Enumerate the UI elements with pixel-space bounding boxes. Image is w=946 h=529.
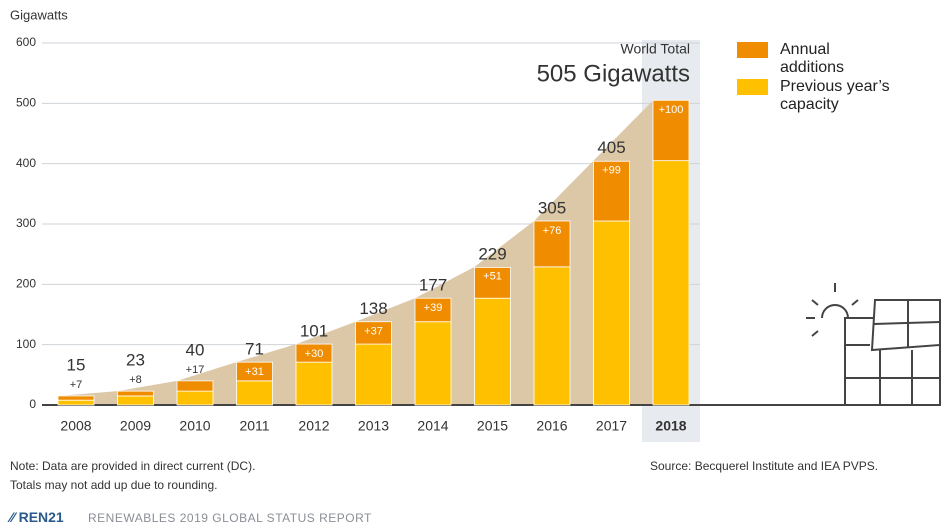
value-label: +99 bbox=[602, 165, 621, 177]
y-tick-label: 100 bbox=[16, 337, 36, 351]
value-label: +76 bbox=[543, 225, 562, 237]
value-label: +30 bbox=[305, 348, 324, 360]
x-tick-label: 2014 bbox=[417, 418, 448, 434]
bar-segment bbox=[295, 343, 333, 363]
bar-segment bbox=[593, 160, 630, 222]
bar-segment bbox=[57, 399, 95, 406]
bar-segment bbox=[414, 297, 452, 323]
bar-segment bbox=[176, 390, 214, 406]
value-label: +7 bbox=[70, 379, 83, 391]
annotation-value: 505 Gigawatts bbox=[537, 60, 690, 87]
total-label: 405 bbox=[597, 138, 625, 157]
y-tick-label: 200 bbox=[16, 277, 36, 291]
y-tick-label: 500 bbox=[16, 96, 36, 110]
total-label: 138 bbox=[359, 299, 387, 318]
value-label: +37 bbox=[364, 326, 383, 338]
x-tick-label: 2011 bbox=[239, 418, 269, 434]
y-tick-label: 600 bbox=[16, 35, 36, 49]
value-label: +8 bbox=[129, 374, 142, 386]
note: Note: Data are provided in direct curren… bbox=[10, 459, 256, 473]
total-label: 177 bbox=[419, 276, 447, 295]
annotation-title: World Total bbox=[620, 41, 690, 57]
x-tick-label: 2008 bbox=[60, 418, 91, 434]
value-label: +39 bbox=[424, 302, 443, 314]
y-tick-label: 400 bbox=[16, 156, 36, 170]
bar-segment bbox=[593, 220, 630, 406]
total-label: 71 bbox=[245, 340, 264, 359]
value-label: +31 bbox=[245, 366, 264, 378]
legend-label: Annual additions bbox=[780, 41, 845, 76]
total-label: 229 bbox=[478, 244, 506, 263]
bar-segment bbox=[533, 266, 571, 406]
y-tick-label: 0 bbox=[29, 397, 36, 411]
legend-label: Previous year’s capacity bbox=[780, 78, 890, 113]
trend-area bbox=[58, 100, 689, 406]
x-tick-label: 2010 bbox=[179, 418, 210, 434]
bar-segment bbox=[652, 99, 690, 162]
bar-segment bbox=[236, 380, 273, 406]
value-label: +17 bbox=[186, 364, 205, 376]
total-label: 40 bbox=[186, 340, 205, 359]
bar-segment bbox=[474, 267, 511, 299]
x-tick-label: 2015 bbox=[477, 418, 508, 434]
bar-segment bbox=[117, 390, 154, 397]
bar-segment bbox=[652, 160, 690, 406]
x-tick-label: 2016 bbox=[536, 418, 567, 434]
legend-swatch bbox=[737, 42, 768, 58]
x-tick-label: 2013 bbox=[358, 418, 389, 434]
x-tick-label: 2009 bbox=[120, 418, 151, 434]
value-label: +100 bbox=[659, 104, 684, 116]
footer-logo: ⁄⁄ REN21 bbox=[10, 509, 64, 525]
total-label: 23 bbox=[126, 351, 145, 370]
legend-swatch bbox=[737, 79, 768, 95]
bar-segment bbox=[533, 220, 571, 268]
bar-segment bbox=[474, 297, 511, 406]
note: Totals may not add up due to rounding. bbox=[10, 478, 218, 492]
solar-icon bbox=[806, 283, 941, 406]
bar-segment bbox=[176, 380, 214, 392]
y-tick-label: 300 bbox=[16, 216, 36, 230]
value-label: +51 bbox=[483, 271, 502, 283]
total-label: 15 bbox=[67, 355, 86, 374]
total-label: 305 bbox=[538, 198, 566, 217]
total-label: 101 bbox=[300, 322, 328, 341]
x-tick-label: 2017 bbox=[596, 418, 627, 434]
bar-segment bbox=[355, 321, 392, 345]
bar-segment bbox=[117, 395, 154, 406]
x-tick-label: 2018 bbox=[655, 418, 686, 434]
bar-segment bbox=[236, 361, 273, 382]
source: Source: Becquerel Institute and IEA PVPS… bbox=[650, 459, 879, 473]
bar-segment bbox=[295, 361, 333, 406]
x-tick-label: 2012 bbox=[298, 418, 329, 434]
bar-segment bbox=[57, 395, 95, 401]
y-axis-label: Gigawatts bbox=[10, 7, 68, 22]
footer-brand: REN21 bbox=[18, 509, 64, 525]
bar-segment bbox=[355, 343, 392, 406]
bar-segment bbox=[414, 321, 452, 406]
footer-report: RENEWABLES 2019 GLOBAL STATUS REPORT bbox=[88, 511, 372, 525]
